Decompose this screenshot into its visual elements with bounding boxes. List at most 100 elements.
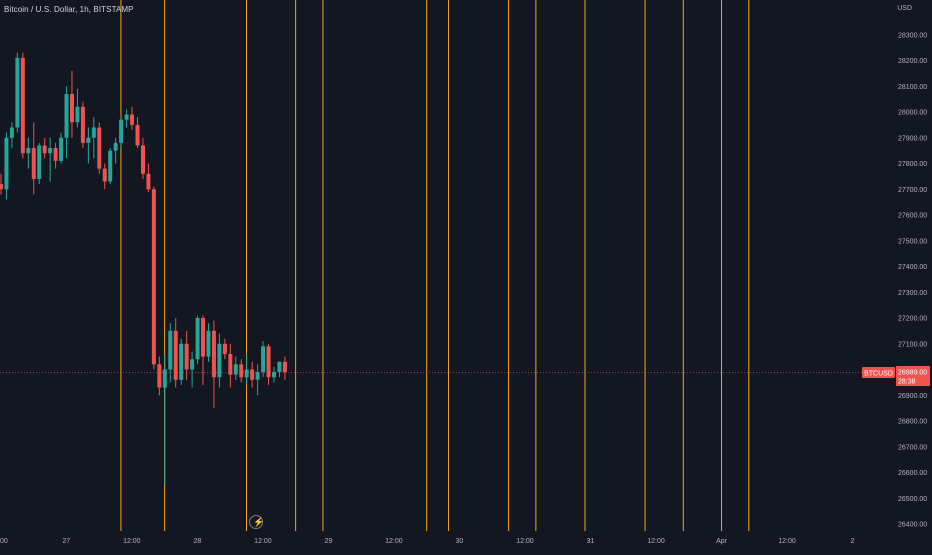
candle-body: [162, 369, 167, 388]
candle-body: [222, 343, 227, 355]
price-tag-value: 26989.00: [898, 370, 927, 377]
candle-body: [59, 137, 64, 161]
x-tick-label: 27: [62, 538, 70, 545]
price-tag-value-bg: [896, 366, 930, 386]
y-tick-label: 28000.00: [898, 110, 927, 117]
y-tick-label: 28300.00: [898, 32, 927, 39]
candle-body: [135, 124, 140, 146]
y-tick-label: 26600.00: [898, 470, 927, 477]
candle-body: [9, 127, 14, 138]
price-tag-symbol-bg: [862, 367, 895, 378]
candle-body: [69, 93, 74, 123]
candle-body: [15, 57, 20, 128]
candle-body: [157, 364, 162, 388]
lightning-icon: ⚡: [253, 517, 265, 527]
x-tick-label: 29: [325, 538, 333, 545]
candle-body: [108, 150, 113, 182]
x-tick-label: 12:00: [254, 538, 272, 545]
y-tick-label: 28100.00: [898, 84, 927, 91]
price-tag: BTCUSD 26989.00 28:38: [862, 366, 930, 386]
candle-body: [168, 330, 173, 370]
candle-body: [184, 343, 189, 370]
y-tick-label: 27500.00: [898, 238, 927, 245]
chart-title: Bitcoin / U.S. Dollar, 1h, BITSTAMP: [4, 5, 134, 14]
candle-body: [53, 148, 58, 161]
candle-body: [228, 354, 233, 375]
candle-body: [201, 318, 206, 357]
y-tick-label: 27800.00: [898, 161, 927, 168]
candle-body: [173, 330, 178, 380]
price-axis[interactable]: 28300.00 28200.00 28100.00 28000.00 27900.00…: [898, 32, 927, 528]
candle-body: [206, 330, 211, 357]
candle-body: [130, 114, 135, 125]
x-tick-label: 31: [587, 538, 595, 545]
y-tick-label: 27900.00: [898, 135, 927, 142]
candle-body: [277, 361, 282, 373]
y-tick-label: 27200.00: [898, 316, 927, 323]
candle-body: [211, 330, 216, 378]
x-tick-label: 12:00: [385, 538, 403, 545]
x-tick-label: 2: [851, 538, 855, 545]
candle-body: [217, 343, 222, 378]
candle-body: [113, 142, 118, 151]
y-tick-label: 27300.00: [898, 290, 927, 297]
x-tick-label: 12:00: [778, 538, 796, 545]
price-tag-symbol: BTCUSD: [864, 371, 893, 378]
candle-body: [272, 372, 276, 378]
candle-body: [266, 346, 271, 378]
candle-body: [195, 318, 200, 360]
candle-body: [239, 364, 244, 378]
candle-body: [86, 137, 91, 143]
candle-body: [250, 369, 255, 380]
x-tick-label: 12:00: [516, 538, 534, 545]
candle-body: [190, 359, 195, 370]
candle-body: [20, 57, 25, 154]
y-tick-label: 27100.00: [898, 341, 927, 348]
x-tick-label: 30: [456, 538, 464, 545]
vertical-lines-group: [120, 0, 750, 531]
candle-body: [102, 168, 107, 182]
lightning-button[interactable]: ⚡: [249, 515, 265, 529]
candle-body: [91, 127, 96, 138]
y-tick-label: 26700.00: [898, 444, 927, 451]
y-tick-label: 26400.00: [898, 522, 927, 529]
candle-body: [261, 346, 266, 373]
y-tick-label: 27600.00: [898, 213, 927, 220]
candle-body: [244, 369, 249, 378]
candle-body: [124, 114, 129, 120]
candle-body: [255, 372, 260, 380]
x-tick-label: 12:00: [647, 538, 665, 545]
candle-body: [146, 173, 151, 190]
candle-body: [282, 361, 287, 373]
y-tick-label: 27400.00: [898, 264, 927, 271]
currency-label: USD: [897, 5, 912, 12]
candle-body: [4, 137, 9, 190]
candle-body: [37, 145, 42, 179]
x-tick-label: 28: [193, 538, 201, 545]
candle-body: [179, 343, 184, 380]
candle-body: [42, 145, 47, 154]
candle-body: [26, 148, 31, 154]
time-axis[interactable]: 00 27 12:00 28 12:00 29 12:00 30 12:00 31 12:00 Apr…: [0, 538, 855, 545]
candle-body: [97, 127, 102, 169]
x-tick-label: 00: [0, 538, 8, 545]
y-tick-label: 27700.00: [898, 187, 927, 194]
candle-body: [151, 189, 156, 365]
y-tick-label: 26900.00: [898, 393, 927, 400]
y-tick-label: 26500.00: [898, 496, 927, 503]
candle-body: [140, 145, 145, 174]
candle-body: [48, 148, 53, 154]
y-tick-label: 26800.00: [898, 419, 927, 426]
candle-body: [64, 93, 69, 138]
candle-body: [0, 184, 3, 190]
candle-body: [233, 364, 238, 375]
x-tick-label: Apr: [716, 538, 728, 545]
candle-body: [80, 106, 85, 143]
price-tag-countdown: 28:38: [898, 379, 916, 386]
candle-body: [119, 119, 124, 143]
candle-body: [75, 106, 80, 123]
candle-body: [31, 148, 36, 179]
